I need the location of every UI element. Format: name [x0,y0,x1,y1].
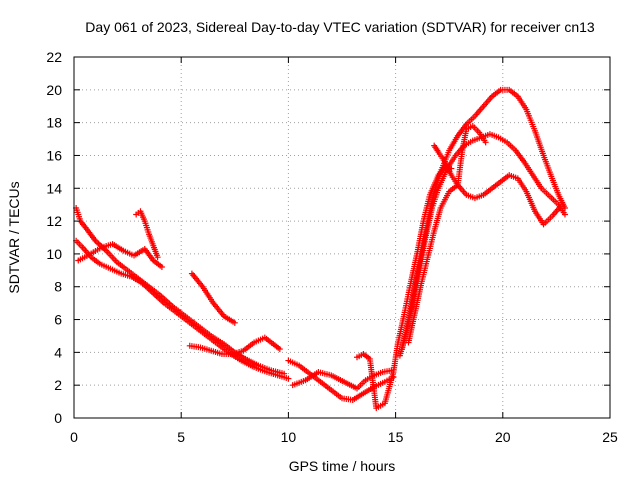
y-tick-label: 8 [54,279,62,295]
series-track-3 [75,241,165,271]
data-point [231,319,238,326]
series-track-12 [405,172,564,346]
y-tick-label: 16 [46,147,62,163]
data-point [561,211,568,218]
x-tick-label: 15 [388,429,404,445]
y-tick-label: 12 [46,213,62,229]
data-point [561,204,568,211]
y-tick-label: 20 [46,82,62,98]
x-tick-label: 20 [495,429,511,445]
x-tick-label: 25 [602,429,618,445]
data-point [285,375,292,382]
y-axis-label: SDTVAR / TECUs [6,181,22,293]
y-tick-label: 0 [54,410,62,426]
series-track-1 [73,204,288,377]
y-tick-label: 18 [46,115,62,131]
y-tick-label: 2 [54,377,62,393]
grid-layer [74,57,610,418]
tick-layer: 0 5 10 15 20 25 0 2 4 6 8 10 12 14 16 18 20 22 [46,49,618,445]
data-layer [73,86,568,412]
y-tick-label: 14 [46,180,62,196]
series-track-13 [431,122,489,188]
x-axis-label: GPS time / hours [289,458,396,474]
x-tick-label: 5 [177,429,185,445]
series-track-4 [133,208,161,261]
y-tick-label: 10 [46,246,62,262]
x-tick-label: 0 [70,429,78,445]
y-tick-label: 4 [54,344,62,360]
data-point [482,139,489,146]
data-point [276,346,283,353]
x-tick-label: 10 [281,429,297,445]
y-tick-label: 22 [46,49,62,65]
chart-title: Day 061 of 2023, Sidereal Day-to-day VTE… [85,19,595,35]
series-track-5 [186,334,283,358]
data-point [557,203,564,210]
series-track-9 [354,163,455,412]
series-track-6 [188,270,238,326]
series-track-2 [73,237,292,382]
series-track-11 [399,86,568,353]
data-point [158,264,165,271]
plot-frame [73,56,611,419]
data-point [154,254,161,261]
y-tick-label: 6 [54,312,62,328]
